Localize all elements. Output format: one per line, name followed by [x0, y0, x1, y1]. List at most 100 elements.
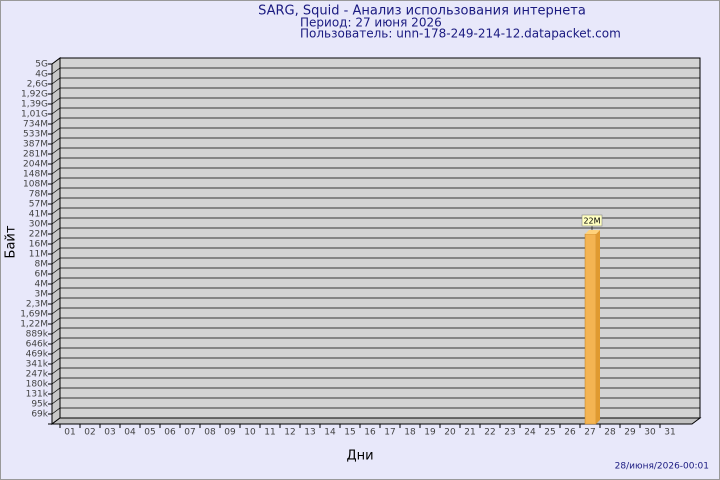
y-tick-label: 341k — [26, 360, 49, 370]
x-tick-label: 15 — [344, 428, 355, 438]
y-tick-label: 533M — [23, 130, 48, 140]
x-tick-label: 18 — [404, 428, 416, 438]
grid-line — [51, 347, 700, 355]
x-tick-label: 30 — [644, 428, 656, 438]
grid-line — [51, 377, 700, 385]
x-tick-label: 21 — [464, 428, 475, 438]
value-label: 22M — [583, 217, 600, 226]
grid-line — [51, 277, 700, 285]
grid-line — [51, 127, 700, 135]
y-tick-label: 2,3M — [26, 300, 48, 310]
x-tick-label: 07 — [184, 428, 195, 438]
grid-line — [51, 117, 700, 125]
x-tick-label: 22 — [484, 428, 495, 438]
grid-line — [51, 267, 700, 275]
bar-top — [585, 230, 600, 234]
grid-line — [51, 337, 700, 345]
y-tick-label: 734M — [23, 120, 48, 130]
x-tick-label: 20 — [444, 428, 456, 438]
y-tick-label: 281M — [23, 150, 48, 160]
grid-line — [51, 397, 700, 405]
grid-line — [51, 67, 700, 75]
x-tick-label: 03 — [104, 428, 115, 438]
x-tick-label: 10 — [244, 428, 256, 438]
y-tick-label: 889k — [26, 330, 49, 340]
y-tick-label: 78M — [29, 190, 48, 200]
x-tick-label: 27 — [584, 428, 595, 438]
grid-line — [51, 317, 700, 325]
grid-line — [51, 77, 700, 85]
x-tick-label: 06 — [164, 428, 176, 438]
y-tick-label: 41M — [29, 210, 48, 220]
x-tick-label: 26 — [564, 428, 576, 438]
x-tick-label: 05 — [144, 428, 155, 438]
y-tick-label: 469k — [26, 350, 49, 360]
y-tick-label: 148M — [23, 170, 48, 180]
x-tick-label: 29 — [624, 428, 636, 438]
footer: 28/июня/2026-00:01 — [615, 462, 709, 472]
x-tick-label: 08 — [204, 428, 216, 438]
grid-line — [51, 357, 700, 365]
x-tick-label: 19 — [424, 428, 436, 438]
grid-line — [51, 387, 700, 395]
grid-line — [51, 107, 700, 115]
grid-line — [51, 227, 700, 235]
grid-line — [51, 187, 700, 195]
grid-line — [51, 157, 700, 165]
y-tick-label: 131k — [26, 390, 49, 400]
y-tick-label: 108M — [23, 180, 48, 190]
y-tick-label: 1,22M — [20, 320, 48, 330]
grid-line — [51, 207, 700, 215]
x-tick-label: 11 — [264, 428, 275, 438]
grid-line — [51, 57, 700, 65]
x-tick-label: 01 — [64, 428, 75, 438]
y-axis-label: Байт — [4, 225, 19, 258]
user: Пользователь: unn-178-249-214-12.datapac… — [300, 27, 621, 41]
grid-line — [51, 97, 700, 105]
y-tick-label: 57M — [29, 200, 48, 210]
x-axis-label: Дни — [346, 449, 373, 464]
x-tick-label: 02 — [84, 428, 95, 438]
x-tick-label: 31 — [664, 428, 675, 438]
floor — [50, 417, 702, 425]
y-tick-label: 204M — [23, 160, 48, 170]
y-tick-label: 1,92G — [21, 90, 48, 100]
y-tick-label: 1,69M — [20, 310, 48, 320]
grid-line — [51, 237, 700, 245]
grid-line — [51, 197, 700, 205]
y-tick-label: 1,39G — [21, 100, 48, 110]
x-tick-label: 24 — [524, 428, 536, 438]
bar — [584, 233, 597, 425]
x-tick-label: 04 — [124, 428, 136, 438]
x-tick-label: 17 — [384, 428, 395, 438]
grid-line — [51, 297, 700, 305]
grid-line — [51, 257, 700, 265]
bar-side — [596, 230, 600, 424]
x-tick-label: 12 — [284, 428, 295, 438]
y-tick-label: 646k — [26, 340, 49, 350]
y-tick-label: 6M — [35, 270, 49, 280]
grid-line — [51, 287, 700, 295]
y-tick-label: 247k — [26, 370, 49, 380]
grid-line — [51, 367, 700, 375]
y-tick-label: 95k — [31, 400, 48, 410]
grid-line — [51, 87, 700, 95]
chart-title: SARG, Squid - Анализ использования интер… — [258, 4, 586, 19]
y-tick-label: 16M — [29, 240, 48, 250]
y-tick-label: 5G — [35, 60, 48, 70]
y-tick-label: 22M — [29, 230, 48, 240]
y-tick-label: 11M — [29, 250, 48, 260]
x-tick-label: 25 — [544, 428, 555, 438]
grid-line — [51, 147, 700, 155]
label-box — [581, 214, 603, 227]
x-tick-label: 14 — [324, 428, 336, 438]
grid-line — [51, 407, 700, 415]
x-tick-label: 23 — [504, 428, 515, 438]
y-tick-label: 180k — [26, 380, 49, 390]
chart-subtitle: Период: 27 июня 2026 — [300, 16, 442, 30]
y-tick-label: 69k — [31, 410, 48, 420]
y-tick-label: 4G — [35, 70, 48, 80]
grid-line — [51, 137, 700, 145]
x-tick-label: 16 — [364, 428, 376, 438]
